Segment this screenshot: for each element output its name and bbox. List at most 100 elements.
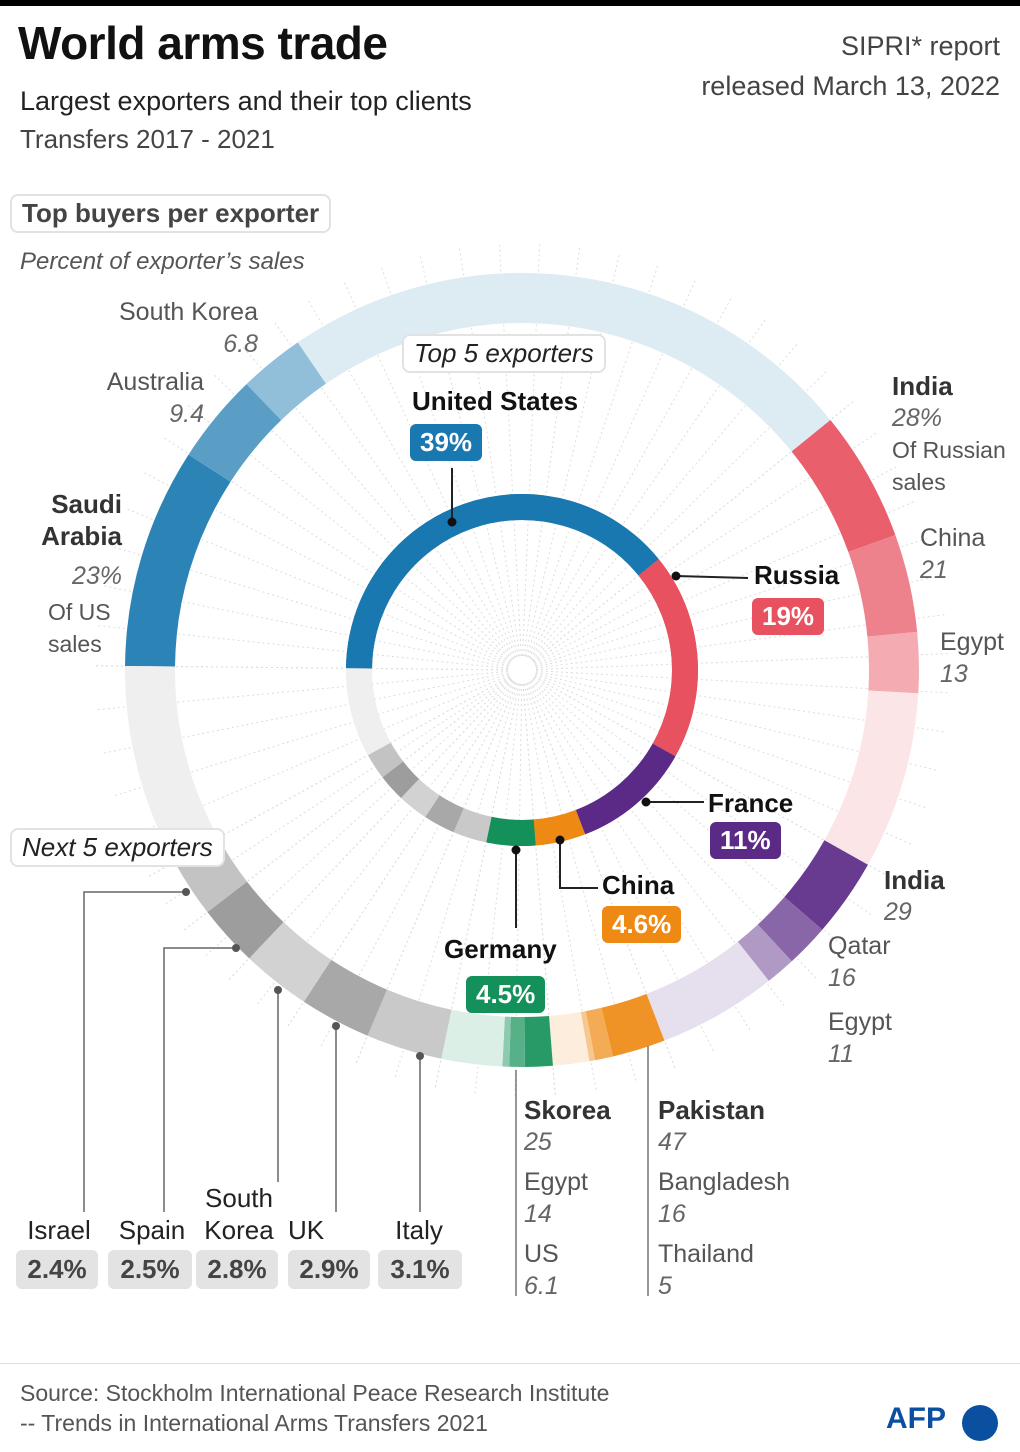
- guide-line: [103, 672, 509, 754]
- outer-ring-buyer-segment: [791, 420, 896, 553]
- leader-dot: [671, 571, 681, 581]
- buyer-name: Egypt: [524, 1168, 588, 1196]
- guide-line: [228, 679, 513, 981]
- buyer-value: 14: [524, 1200, 552, 1228]
- buyer-value: 13: [940, 660, 968, 688]
- guide-line: [535, 671, 945, 733]
- guide-line: [529, 681, 751, 1032]
- buyer-name: China: [920, 524, 986, 552]
- guide-line: [525, 265, 659, 657]
- inner-ring-segment: [533, 809, 586, 846]
- buyer-value: 11: [828, 1040, 854, 1068]
- top-buyers-note: Percent of exporter’s sales: [20, 248, 305, 275]
- buyer-name: Saudi Arabia: [41, 489, 122, 551]
- exporter-name-china: China: [602, 870, 675, 900]
- next-leader-dot: [182, 888, 190, 896]
- guide-line: [95, 665, 509, 671]
- guide-line: [534, 465, 898, 664]
- guide-line: [274, 321, 515, 659]
- guide-line: [320, 682, 516, 1047]
- buyer-name: Bangladesh: [658, 1168, 791, 1196]
- exporter-share-france: 11%: [710, 822, 781, 859]
- buyer-value: 23%: [71, 562, 122, 590]
- buyer-name: Pakistan: [658, 1095, 765, 1125]
- exporter-share-russia: 19%: [752, 598, 825, 635]
- buyer-name: US: [524, 1240, 559, 1268]
- outer-ring-segment: [303, 959, 388, 1036]
- inner-ring-segment: [367, 742, 404, 778]
- next-exporter-share: 2.4%: [16, 1250, 98, 1289]
- buyer-name: Qatar: [828, 932, 891, 960]
- report-line-1: SIPRI* report: [840, 31, 1000, 61]
- outer-ring-buyer-segment: [601, 993, 665, 1057]
- buyer-note: Of US sales: [48, 599, 111, 657]
- source-line-1: Source: Stockholm International Peace Re…: [20, 1380, 610, 1406]
- inner-ring-segment: [453, 808, 492, 843]
- inner-ring-segment: [382, 761, 420, 798]
- guide-line: [527, 682, 715, 1052]
- guide-line: [535, 674, 927, 809]
- source-note: Source: Stockholm International Peace Re…: [20, 1378, 609, 1438]
- guide-line: [524, 254, 620, 657]
- buyer-value: 28%: [892, 404, 943, 432]
- buyer-value: 16: [828, 964, 856, 992]
- buyer-note: Of Russian sales: [892, 437, 1006, 495]
- outer-ring-buyer-segment: [848, 535, 918, 638]
- leader-dot: [511, 845, 521, 855]
- outer-ring-buyer-segment: [125, 454, 231, 667]
- guide-line: [474, 683, 521, 1095]
- buyer-name: Thailand: [658, 1240, 754, 1268]
- outer-ring-buyer-segment: [246, 342, 327, 421]
- next5-box: Next 5 exporters: [10, 828, 225, 867]
- leader-dot: [555, 835, 565, 845]
- guide-line: [380, 266, 518, 657]
- buyer-name: Egypt: [940, 628, 1004, 656]
- guide-line: [525, 683, 637, 1082]
- afp-logo: AFP: [886, 1402, 946, 1435]
- outer-ring-buyer-segment: [784, 839, 868, 930]
- guide-line: [535, 537, 929, 667]
- leader-line: [559, 840, 598, 889]
- page-subtitle: Largest exporters and their top clients: [20, 86, 472, 116]
- buyer-name: Skorea: [524, 1095, 611, 1125]
- next-exporter-name: Spain: [118, 1215, 186, 1245]
- buyer-ru-china: China 21: [920, 522, 985, 586]
- outer-ring-buyer-segment: [524, 1015, 553, 1067]
- next-leader-dot: [274, 986, 282, 994]
- guide-line: [204, 679, 512, 957]
- guide-line: [148, 676, 510, 878]
- buyer-name: India: [884, 865, 945, 895]
- guide-line: [535, 575, 939, 668]
- guide-line: [532, 678, 847, 949]
- inner-ring-segment: [575, 743, 676, 835]
- outer-ring-rest-segment: [824, 690, 919, 865]
- next-exporter-name: Israel: [27, 1215, 91, 1245]
- buyer-us-australia: Australia 9.4: [40, 366, 204, 430]
- buyer-us-southkorea: South Korea 6.8: [94, 296, 258, 360]
- guide-line: [394, 683, 519, 1078]
- outer-ring-segment: [125, 666, 219, 863]
- next-exporter-name: Italy: [395, 1215, 443, 1245]
- buyer-de-list: Skorea 25 Egypt 14 US 6.1: [524, 1094, 611, 1302]
- outer-ring-buyer-segment: [737, 924, 792, 981]
- buyer-value: 47: [658, 1128, 686, 1156]
- outer-ring-buyer-segment: [867, 631, 919, 694]
- buyer-value: 5: [658, 1272, 672, 1300]
- inner-ring-segment: [401, 778, 440, 818]
- next-leader-dot: [332, 1022, 340, 1030]
- outer-ring-rest-segment: [646, 941, 769, 1041]
- top-rule: [0, 0, 1020, 6]
- buyer-value: 6.1: [524, 1272, 559, 1300]
- guide-line: [143, 471, 510, 664]
- source-line-2: -- Trends in International Arms Transfer…: [20, 1410, 488, 1436]
- buyer-fr-india: India 29: [884, 864, 945, 928]
- guide-line: [534, 501, 915, 665]
- guide-line: [535, 653, 949, 670]
- guide-line: [103, 585, 509, 668]
- guide-line: [128, 675, 510, 838]
- guide-line: [533, 676, 895, 880]
- guide-line: [355, 682, 518, 1064]
- guide-line: [256, 680, 514, 1006]
- next-exporter-share: 2.9%: [288, 1250, 370, 1289]
